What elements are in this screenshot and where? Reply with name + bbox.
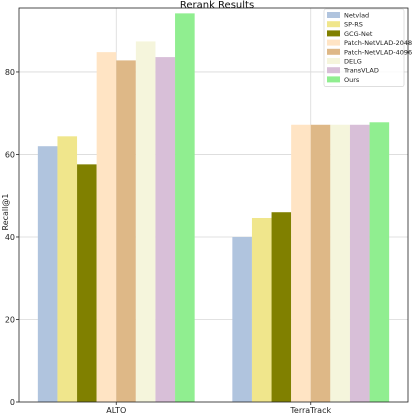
y-tick-label: 20: [5, 315, 15, 324]
bar-ours-terratrack: [369, 122, 390, 402]
legend-swatch: [327, 67, 340, 74]
bar-transvlad-terratrack: [349, 124, 370, 403]
legend-label: Patch-NetVLAD-4096: [344, 48, 412, 56]
bar-netvlad-alto: [37, 146, 58, 402]
legend-label: DELG: [344, 58, 362, 66]
legend-swatch: [327, 30, 340, 37]
bar-gcg-net-terratrack: [271, 212, 292, 402]
tick-layer: 0 20 40 60 80 ALTO TerraTrack: [5, 68, 332, 414]
legend-swatch: [327, 58, 340, 64]
bar-delg-alto: [135, 41, 156, 403]
bar-delg-terratrack: [330, 124, 350, 403]
bar-sp-rs-terratrack: [251, 217, 272, 402]
y-tick-label: 0: [10, 398, 15, 407]
legend-box: [323, 8, 405, 87]
bar-gcg-net-alto: [77, 164, 97, 402]
bar-patch-netvlad-4096-alto: [116, 60, 136, 402]
legend-label: Netvlad: [344, 12, 369, 20]
y-axis-label: Recall@1: [1, 194, 10, 231]
y-tick-label: 40: [5, 233, 15, 242]
legend-swatch: [327, 12, 340, 18]
bar-ours-alto: [175, 13, 195, 403]
y-tick-label: 60: [5, 150, 15, 159]
y-tick-label: 80: [5, 68, 15, 77]
legend-swatch: [327, 76, 340, 83]
frame-layer: [18, 7, 409, 403]
legend-swatch: [327, 21, 340, 28]
bar-patch-netvlad-4096-terratrack: [310, 124, 331, 403]
bar-netvlad-terratrack: [232, 236, 252, 402]
bar-sp-rs-alto: [57, 136, 78, 402]
legend-swatch: [327, 48, 340, 55]
legend-swatch: [327, 39, 340, 46]
bar-patch-netvlad-2048-terratrack: [291, 124, 311, 403]
legend-label: SP-RS: [344, 21, 363, 29]
legend-label: GCG-Net: [344, 30, 373, 38]
bar-layer: [37, 13, 390, 403]
x-tick-label: ALTO: [106, 406, 126, 414]
chart-title: Rerank Results: [180, 0, 254, 11]
x-tick-label: TerraTrack: [289, 406, 331, 414]
legend-label: Patch-NetVLAD-2048: [344, 39, 412, 47]
legend-label: Ours: [344, 76, 360, 84]
plot-frame: [18, 7, 409, 403]
bar-patch-netvlad-2048-alto: [96, 52, 117, 402]
legend-label: TransVLAD: [343, 67, 379, 75]
legend: NetvladSP-RSGCG-NetPatch-NetVLAD-2048Pat…: [323, 8, 412, 87]
bar-transvlad-alto: [155, 57, 176, 403]
